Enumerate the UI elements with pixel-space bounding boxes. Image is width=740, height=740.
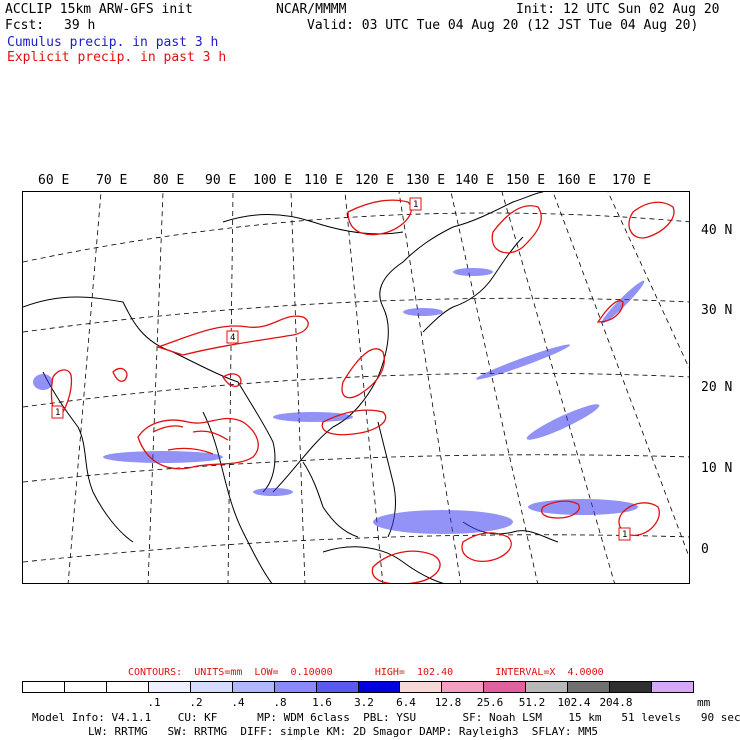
colorbar-label: .4 [231,696,245,709]
lon-label: 140 E [455,173,495,188]
colorbar-cell [568,682,611,692]
fcst-value: 39 h [64,18,96,33]
valid-time: Valid: 03 UTC Tue 04 Aug 20 (12 JST Tue … [307,18,699,33]
colorbar-label: 204.8 [599,696,633,709]
contour-info: CONTOURS: UNITS=mm LOW= 0.10000 HIGH= 10… [128,667,604,678]
colorbar-label: 1.6 [312,696,332,709]
lon-label: 90 E [205,173,237,188]
colorbar-label: 3.2 [354,696,374,709]
colorbar-cell [232,682,275,692]
colorbar-label: 25.6 [476,696,504,709]
precip-map: 1 4 1 1 [22,191,690,584]
colorbar-label: 12.8 [434,696,462,709]
colorbar [22,681,694,693]
cumulus-precip [33,268,645,534]
lat-label: 0 [701,542,709,557]
box-labels: 1 4 1 1 [51,197,631,541]
colorbar-cell [442,682,485,692]
lat-label: 20 N [701,380,733,395]
colorbar-cell [400,682,443,692]
lon-label: 110 E [304,173,344,188]
colorbar-label: 102.4 [557,696,591,709]
graticule [23,192,689,583]
colorbar-cell [106,682,149,692]
lon-label: 100 E [253,173,293,188]
lon-label: 120 E [355,173,395,188]
colorbar-label: .2 [189,696,203,709]
colorbar-cell [358,682,401,692]
colorbar-cell [274,682,317,692]
org-label: NCAR/MMMM [276,2,347,17]
lon-label: 130 E [406,173,446,188]
init-time: Init: 12 UTC Sun 02 Aug 20 [516,2,720,17]
colorbar-cell [610,682,653,692]
colorbar-cell [526,682,569,692]
lon-label: 60 E [38,173,70,188]
colorbar-label: .8 [273,696,287,709]
lon-label: 160 E [557,173,597,188]
model-info-line1: Model Info: V4.1.1 CU: KF MP: WDM 6class… [32,711,740,724]
lon-label: 80 E [153,173,185,188]
lat-label: 10 N [701,461,733,476]
box-label: 4 [230,333,235,343]
colorbar-cell [652,682,693,692]
lon-label: 150 E [506,173,546,188]
explicit-precip [50,199,675,583]
legend-cumulus: Cumulus precip. in past 3 h [7,35,219,50]
colorbar-cell [23,682,65,692]
fcst-label: Fcst: [5,18,45,33]
colorbar-label: 6.4 [396,696,416,709]
colorbar-cell [64,682,107,692]
lon-label: 70 E [96,173,128,188]
box-label: 1 [413,200,418,210]
colorbar-unit: mm [697,696,711,709]
box-label: 1 [622,530,627,540]
model-info-line2: LW: RRTMG SW: RRTMG DIFF: simple KM: 2D … [88,725,598,738]
model-title: ACCLIP 15km ARW-GFS init [5,2,193,17]
colorbar-cell [148,682,191,692]
lat-label: 40 N [701,223,733,238]
box-label: 1 [55,408,60,418]
colorbar-cell [484,682,527,692]
colorbar-label: .1 [147,696,161,709]
legend-explicit: Explicit precip. in past 3 h [7,50,227,65]
colorbar-cell [190,682,233,692]
lon-label: 170 E [612,173,652,188]
colorbar-cell [316,682,359,692]
lat-label: 30 N [701,303,733,318]
map-canvas: 1 4 1 1 [23,192,689,583]
colorbar-label: 51.2 [518,696,546,709]
